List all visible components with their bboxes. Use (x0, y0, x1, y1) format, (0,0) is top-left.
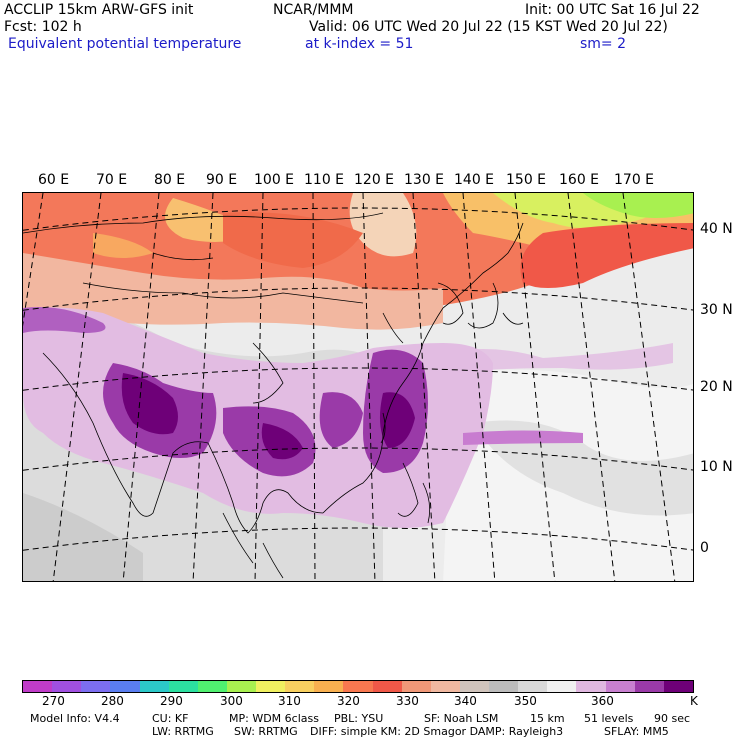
colorbar-tick: 290 (160, 694, 183, 708)
pbl-scheme: PBL: YSU (334, 712, 384, 725)
lat-label: 10 N (700, 459, 733, 475)
lat-label: 20 N (700, 379, 733, 395)
lon-label: 160 E (559, 172, 600, 188)
theta-e-field (23, 193, 693, 581)
colorbar-segment (372, 681, 402, 692)
org-label: NCAR/MMM (273, 2, 354, 18)
field-name: Equivalent potential temperature (8, 36, 242, 52)
lon-label: 120 E (354, 172, 395, 188)
colorbar-tick: 280 (101, 694, 124, 708)
colorbar-segment (634, 681, 664, 692)
colorbar-segment (285, 681, 315, 692)
forecast-hour: Fcst: 102 h (4, 19, 82, 35)
colorbar-segment (401, 681, 431, 692)
lon-label: 170 E (614, 172, 655, 188)
mp-scheme: MP: WDM 6class (229, 712, 319, 725)
lat-label: 40 N (700, 221, 733, 237)
lon-label: 110 E (304, 172, 345, 188)
lon-label: 100 E (254, 172, 295, 188)
colorbar-segment (576, 681, 606, 692)
colorbar-unit: K (690, 694, 698, 708)
model-info: Model Info: V4.4 (30, 712, 120, 725)
sf-scheme: SF: Noah LSM (424, 712, 499, 725)
colorbar-segment (23, 681, 53, 692)
init-time: Init: 00 UTC Sat 16 Jul 22 (525, 2, 700, 18)
map-panel[interactable] (22, 192, 694, 582)
diff-scheme: DIFF: simple KM: 2D Smagor DAMP: Rayleig… (310, 725, 564, 738)
lon-label: 90 E (206, 172, 238, 188)
level-count: 51 levels (584, 712, 634, 725)
colorbar-tick: 310 (278, 694, 301, 708)
colorbar-tick: 360 (591, 694, 614, 708)
valid-time: Valid: 06 UTC Wed 20 Jul 22 (15 KST Wed … (309, 19, 668, 35)
sflay-scheme: SFLAY: MM5 (604, 725, 669, 738)
colorbar-tick: 300 (220, 694, 243, 708)
colorbar-tick: 320 (337, 694, 360, 708)
colorbar-segment (663, 681, 693, 692)
colorbar-tick: 340 (454, 694, 477, 708)
model-title: ACCLIP 15km ARW-GFS init (4, 2, 194, 18)
lat-label: 0 (700, 540, 709, 556)
lw-scheme: LW: RRTMG (152, 725, 214, 738)
colorbar-segment (605, 681, 635, 692)
lon-label: 150 E (506, 172, 547, 188)
colorbar-segment (226, 681, 256, 692)
colorbar-tick: 330 (396, 694, 419, 708)
colorbar-segment (430, 681, 460, 692)
colorbar-segment (52, 681, 82, 692)
lon-label: 140 E (454, 172, 495, 188)
colorbar-segment (110, 681, 140, 692)
lon-label: 60 E (38, 172, 70, 188)
smoothing-label: sm= 2 (580, 36, 627, 52)
colorbar-segment (547, 681, 577, 692)
colorbar-tick: 270 (42, 694, 65, 708)
colorbar-segment (343, 681, 373, 692)
colorbar-tick: 350 (514, 694, 537, 708)
colorbar-segment (168, 681, 198, 692)
colorbar-segment (256, 681, 286, 692)
lon-label: 130 E (404, 172, 445, 188)
lat-label: 30 N (700, 302, 733, 318)
timestep: 90 sec (654, 712, 691, 725)
lon-label: 70 E (96, 172, 128, 188)
level-label: at k-index = 51 (305, 36, 414, 52)
colorbar-segment (197, 681, 227, 692)
colorbar-segment (314, 681, 344, 692)
colorbar-segment (81, 681, 111, 692)
colorbar-segment (518, 681, 548, 692)
colorbar-segment (139, 681, 169, 692)
lon-label: 80 E (154, 172, 186, 188)
colorbar-segment (459, 681, 489, 692)
cu-scheme: CU: KF (152, 712, 189, 725)
colorbar-segment (489, 681, 519, 692)
colorbar (22, 680, 694, 693)
sw-scheme: SW: RRTMG (234, 725, 298, 738)
resolution: 15 km (530, 712, 565, 725)
